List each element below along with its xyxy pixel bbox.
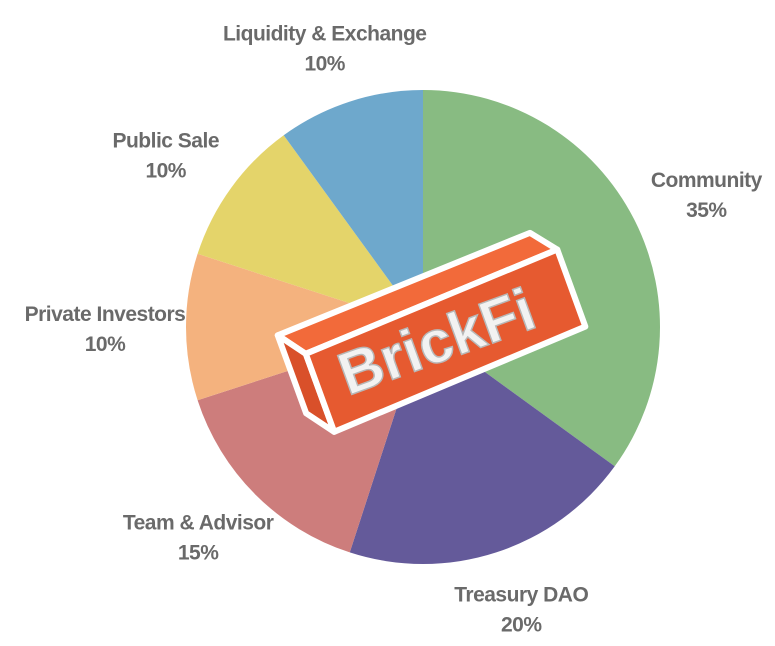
- brick-logo: BrickFi: [274, 229, 589, 435]
- slice-value: 10%: [145, 160, 186, 183]
- slice-label: Public Sale: [112, 130, 219, 153]
- slice-label: Community: [651, 169, 763, 192]
- pie-slice: [197, 135, 423, 327]
- slice-value: 20%: [501, 614, 542, 637]
- slice-value: 15%: [178, 542, 219, 565]
- brick-front: [302, 246, 589, 435]
- slice-label: Private Investors: [25, 303, 186, 326]
- labels: Community 35% Treasury DAO 20% Team & Adviso…: [25, 22, 764, 637]
- pie: [185, 90, 660, 564]
- slice-value: 10%: [304, 52, 345, 75]
- slice-label: Treasury DAO: [454, 584, 588, 607]
- slice-value: 10%: [85, 333, 126, 356]
- slice-label: Team & Advisor: [123, 512, 274, 535]
- slice-value: 35%: [686, 199, 727, 222]
- slice-label: Liquidity & Exchange: [223, 22, 427, 45]
- pie-slice: [283, 90, 423, 327]
